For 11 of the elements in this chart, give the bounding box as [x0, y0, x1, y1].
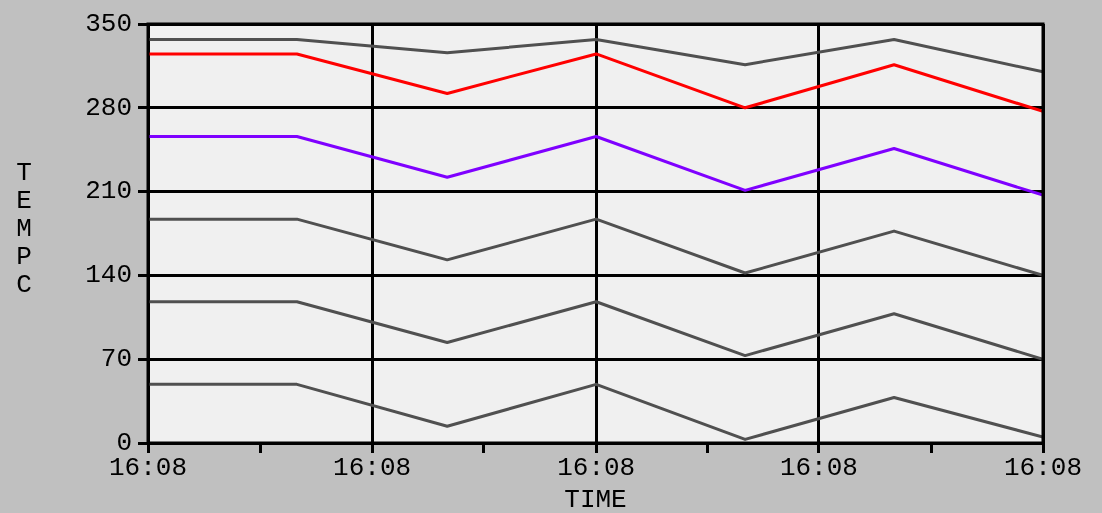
- y-axis-title: TEMPC: [16, 157, 32, 300]
- x-axis-title: TIME: [564, 484, 627, 513]
- y-tick-label: 280: [85, 92, 132, 123]
- x-tick-label: 16:08: [557, 453, 636, 484]
- y-tick-label: 350: [85, 8, 132, 39]
- y-tick-label: 70: [100, 344, 132, 375]
- x-tick-label: 16:08: [779, 453, 858, 484]
- x-tick-label: 16:08: [1003, 453, 1083, 484]
- x-tick-label: 16:08: [333, 453, 412, 484]
- y-tick-label: 140: [85, 260, 132, 291]
- y-tick-label: 210: [85, 176, 132, 207]
